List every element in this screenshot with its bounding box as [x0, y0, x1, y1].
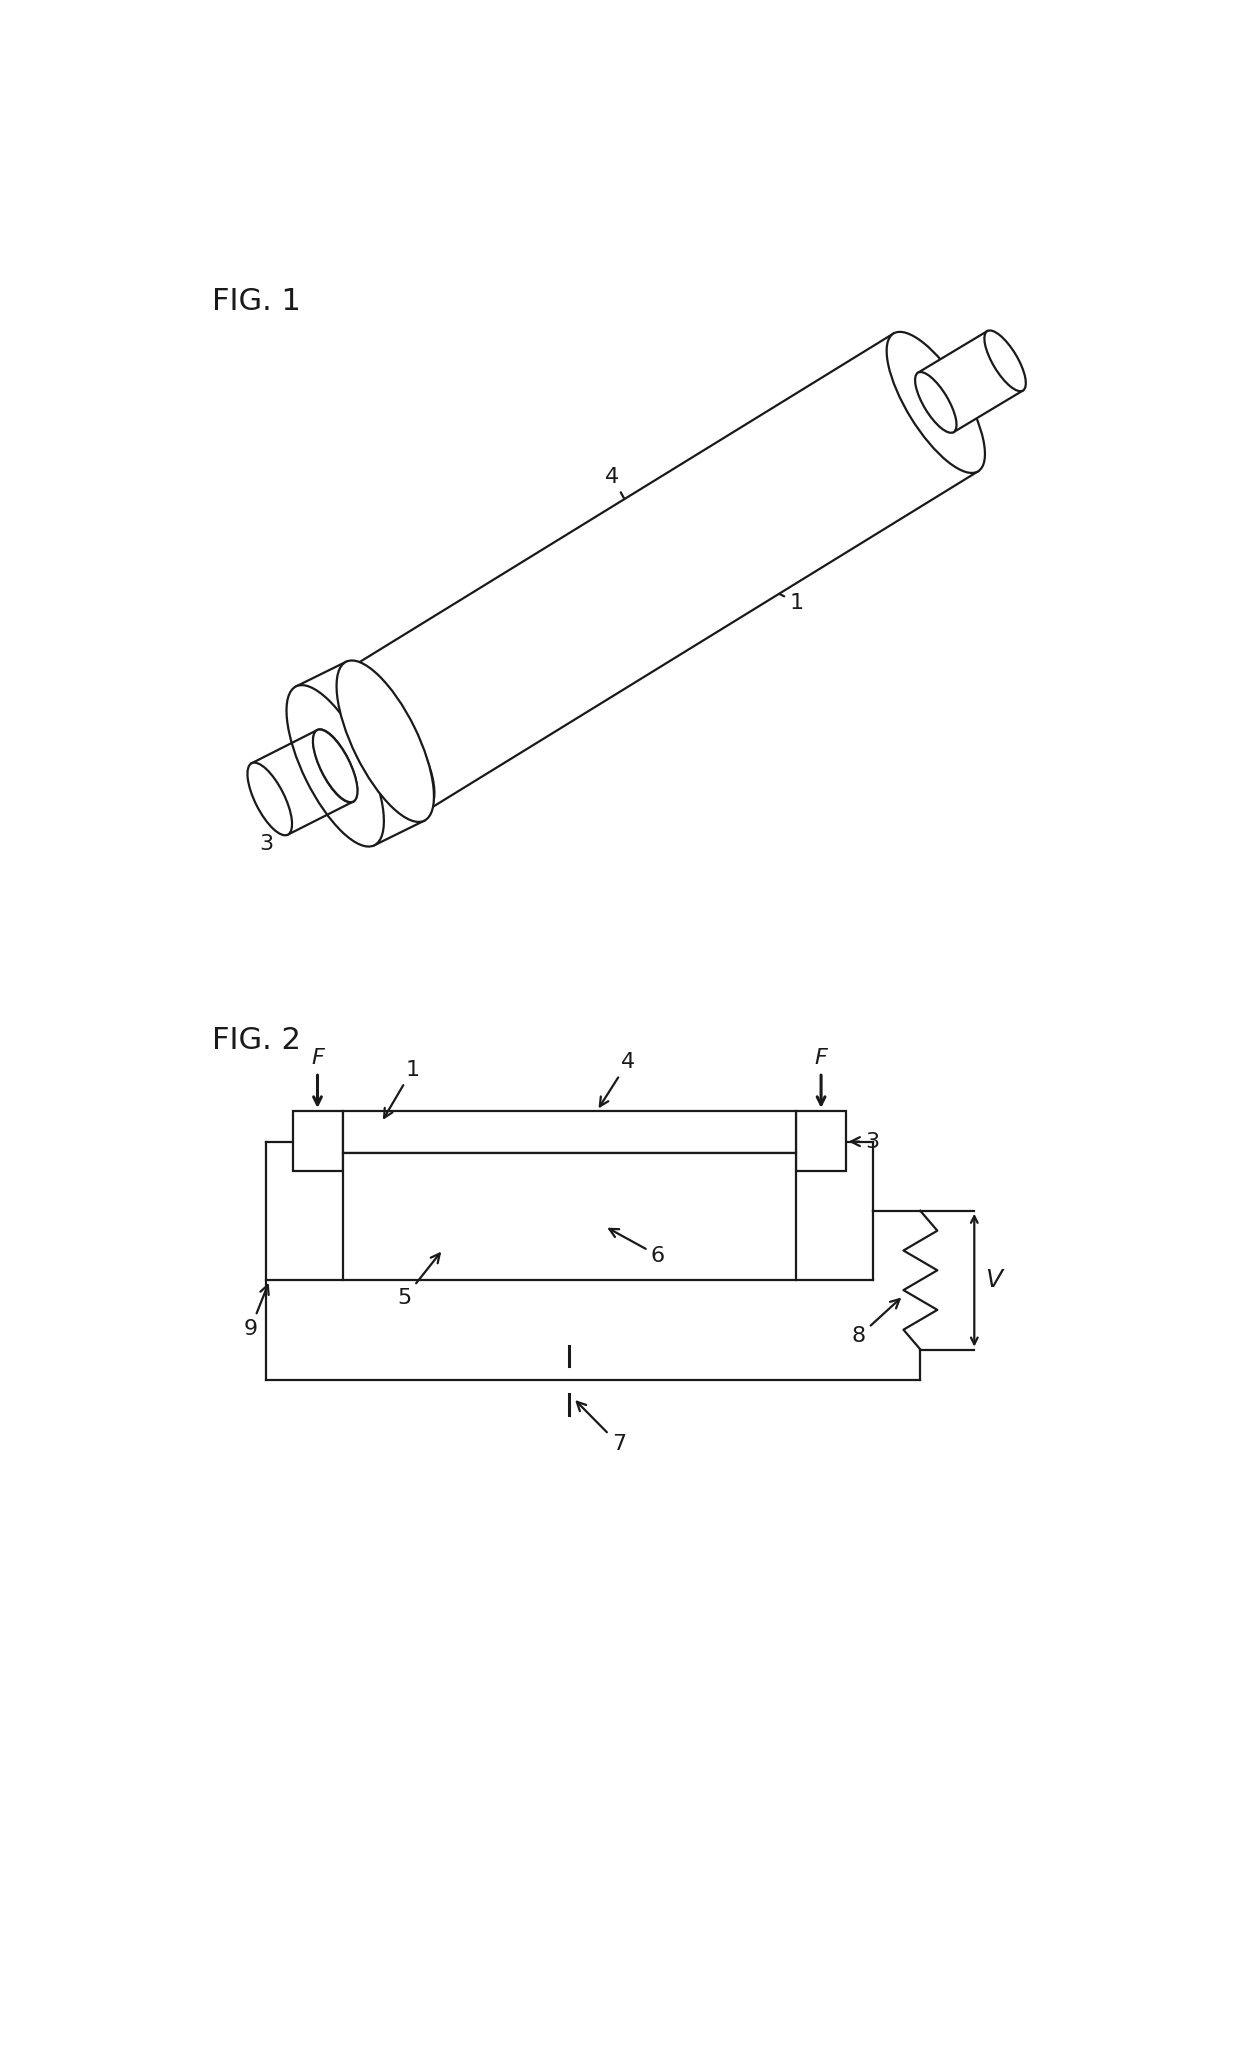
Text: FIG. 2: FIG. 2 — [212, 1027, 301, 1056]
Polygon shape — [252, 731, 353, 834]
Text: 4: 4 — [605, 468, 641, 528]
Bar — [343, 1112, 796, 1153]
Ellipse shape — [314, 729, 357, 803]
Ellipse shape — [312, 729, 357, 803]
Ellipse shape — [915, 373, 956, 433]
Polygon shape — [296, 662, 424, 845]
Text: FIG. 1: FIG. 1 — [212, 288, 301, 317]
Text: 2: 2 — [355, 772, 392, 830]
Ellipse shape — [887, 331, 985, 472]
Text: 7: 7 — [577, 1401, 626, 1455]
Bar — [293, 1112, 343, 1172]
Ellipse shape — [248, 762, 293, 836]
Text: V: V — [985, 1269, 1002, 1292]
Polygon shape — [918, 331, 1023, 433]
Text: 3: 3 — [851, 1132, 879, 1151]
Ellipse shape — [286, 685, 384, 847]
Polygon shape — [343, 333, 978, 809]
Text: 1: 1 — [384, 1060, 419, 1118]
Text: F: F — [311, 1047, 324, 1068]
Ellipse shape — [985, 331, 1025, 391]
Text: F: F — [815, 1047, 827, 1068]
Text: 9: 9 — [243, 1285, 269, 1339]
Text: 1: 1 — [755, 582, 804, 613]
Text: 6: 6 — [609, 1230, 665, 1265]
Text: 4: 4 — [600, 1052, 635, 1105]
Ellipse shape — [336, 671, 434, 811]
Text: 8: 8 — [852, 1300, 899, 1346]
Bar — [796, 1112, 846, 1172]
Bar — [343, 1153, 796, 1279]
Text: 3: 3 — [259, 797, 289, 853]
Text: 5: 5 — [397, 1254, 440, 1308]
Ellipse shape — [336, 660, 434, 822]
